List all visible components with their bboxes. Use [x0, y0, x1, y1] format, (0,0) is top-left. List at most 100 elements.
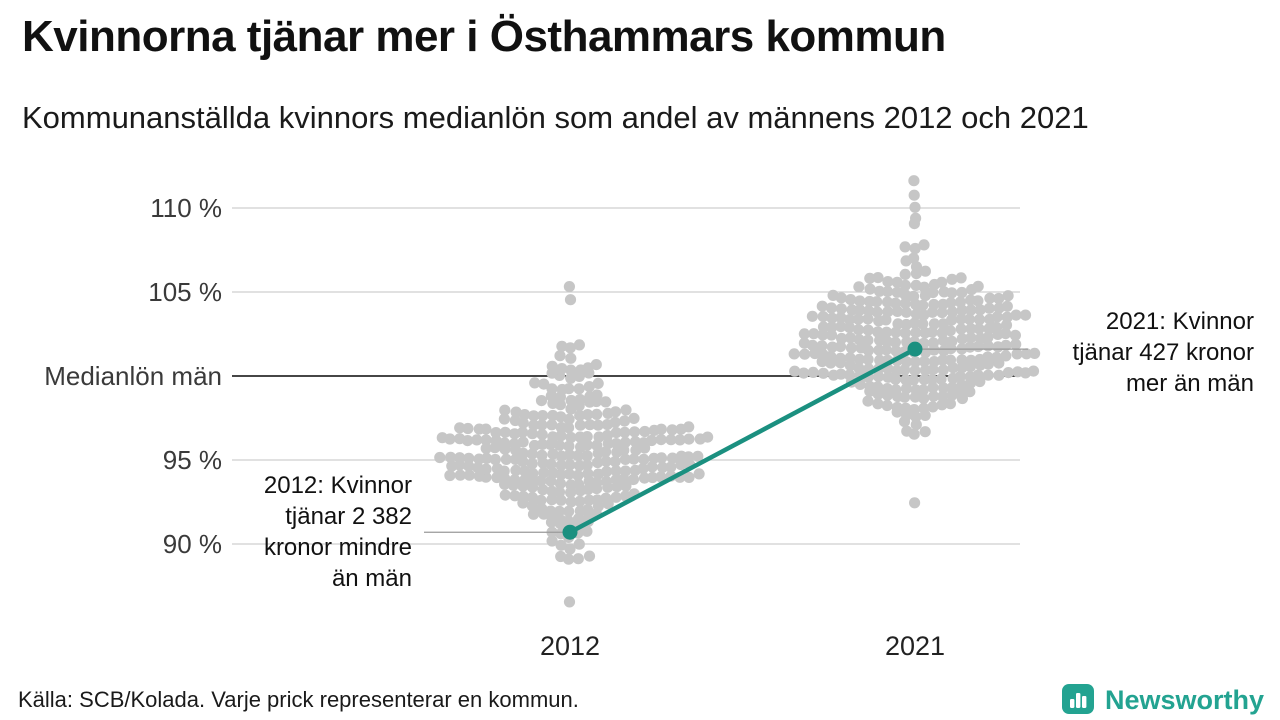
- municipality-dot: [972, 295, 984, 307]
- municipality-dot: [609, 406, 622, 418]
- municipality-dot: [1020, 348, 1033, 360]
- municipality-dot: [963, 313, 976, 325]
- municipality-dot: [554, 350, 566, 362]
- municipality-dot: [655, 434, 667, 446]
- municipality-dot: [798, 337, 811, 349]
- municipality-dot: [592, 457, 604, 469]
- municipality-dot: [583, 381, 595, 393]
- municipality-dot: [1010, 338, 1022, 350]
- municipality-dot: [693, 468, 705, 480]
- municipality-dot: [657, 461, 669, 473]
- municipality-dot: [899, 268, 911, 280]
- municipality-dot: [518, 474, 531, 486]
- municipality-dot: [547, 467, 559, 479]
- municipality-dot: [936, 399, 948, 411]
- municipality-dot: [545, 505, 557, 517]
- municipality-dot: [881, 326, 893, 338]
- municipality-dot: [444, 469, 456, 482]
- municipality-dot: [491, 463, 503, 475]
- municipality-dot: [1029, 347, 1041, 359]
- municipality-dot: [1011, 348, 1023, 360]
- municipality-dot: [564, 459, 576, 471]
- municipality-dot: [446, 460, 458, 472]
- municipality-dot: [637, 463, 649, 475]
- municipality-dot: [556, 340, 568, 352]
- municipality-dot: [834, 352, 847, 364]
- municipality-dot: [499, 489, 511, 501]
- municipality-dot: [454, 422, 466, 434]
- municipality-dot: [946, 382, 958, 394]
- municipality-dot: [509, 414, 521, 427]
- municipality-dot: [937, 318, 949, 330]
- municipality-dot: [798, 367, 810, 379]
- municipality-dot: [572, 553, 584, 565]
- municipality-dot: [917, 318, 929, 330]
- municipality-dot: [638, 472, 651, 484]
- municipality-dot: [946, 306, 959, 318]
- municipality-dot: [666, 452, 679, 464]
- municipality-dot: [864, 381, 876, 393]
- municipality-dot: [900, 402, 912, 414]
- municipality-dot: [788, 348, 800, 360]
- municipality-dot: [517, 490, 530, 503]
- municipality-dot: [937, 390, 949, 403]
- municipality-dot: [909, 365, 921, 377]
- municipality-dot: [682, 451, 695, 463]
- municipality-dot: [890, 326, 902, 338]
- municipality-dot: [881, 399, 893, 412]
- municipality-dot: [629, 426, 641, 438]
- municipality-dot: [574, 495, 586, 507]
- municipality-dot: [817, 321, 830, 333]
- municipality-dot: [639, 425, 651, 438]
- municipality-dot: [954, 370, 966, 383]
- municipality-dot: [917, 384, 929, 396]
- municipality-dot: [454, 469, 466, 481]
- municipality-dot: [872, 398, 884, 410]
- municipality-dot: [581, 431, 593, 443]
- municipality-dot: [646, 461, 658, 473]
- municipality-dot: [610, 491, 622, 503]
- municipality-dot: [582, 483, 594, 495]
- municipality-dot: [581, 459, 593, 471]
- municipality-dot: [853, 334, 865, 346]
- municipality-dot: [965, 304, 977, 316]
- annotation-text-line: 2021: Kvinnor: [1105, 308, 1254, 336]
- municipality-dot: [463, 460, 475, 472]
- municipality-dot: [956, 333, 968, 345]
- municipality-dot: [873, 315, 885, 327]
- municipality-dot: [509, 474, 521, 486]
- municipality-dot: [555, 514, 567, 526]
- municipality-dot: [882, 276, 894, 288]
- municipality-dot: [910, 327, 922, 339]
- municipality-dot: [536, 429, 548, 441]
- municipality-dot: [1000, 339, 1012, 351]
- municipality-dot: [480, 442, 492, 454]
- municipality-dot: [1002, 290, 1014, 302]
- municipality-dot: [991, 321, 1003, 333]
- municipality-dot: [563, 468, 575, 480]
- municipality-dot: [480, 434, 492, 446]
- municipality-dot: [955, 313, 967, 325]
- municipality-dot: [845, 294, 857, 306]
- municipality-dot: [872, 326, 884, 338]
- municipality-dot: [873, 371, 885, 383]
- municipality-dot: [584, 419, 596, 431]
- highlight-trend-line: [568, 347, 917, 535]
- municipality-dot: [610, 427, 622, 439]
- municipality-dot: [555, 459, 567, 471]
- municipality-dot: [490, 427, 502, 439]
- annotation-text-line: mer än män: [1125, 370, 1254, 398]
- municipality-dot: [463, 452, 475, 464]
- municipality-dot: [666, 424, 678, 436]
- municipality-dot: [928, 298, 940, 311]
- municipality-dot: [526, 458, 538, 470]
- municipality-dot: [944, 325, 956, 337]
- municipality-dot: [892, 318, 904, 330]
- municipality-dot: [844, 332, 857, 344]
- municipality-dot: [919, 265, 932, 277]
- municipality-dot: [629, 436, 642, 448]
- municipality-dot: [591, 439, 603, 451]
- municipality-dot: [526, 491, 539, 504]
- municipality-dot: [674, 434, 686, 446]
